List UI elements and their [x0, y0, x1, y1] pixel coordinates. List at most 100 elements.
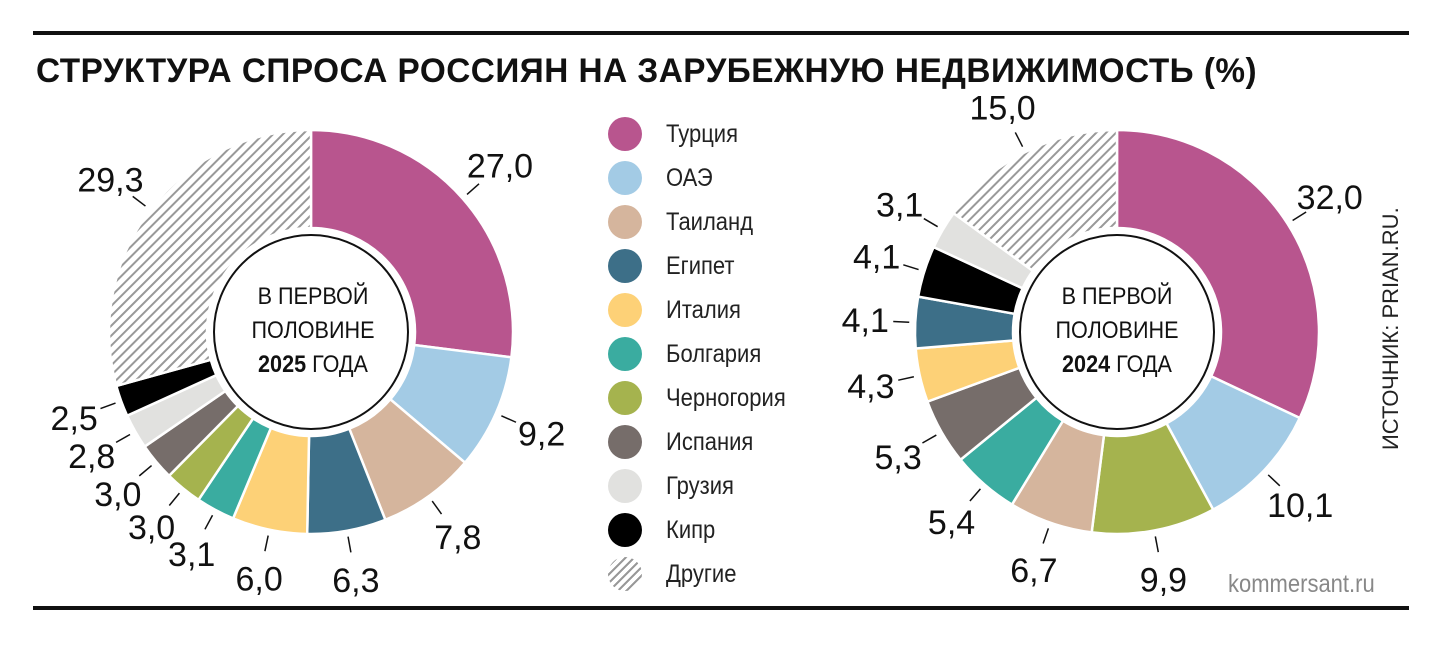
leader-line [431, 500, 443, 515]
legend-item: Италия [608, 288, 802, 332]
value-label: 15,0 [970, 89, 1036, 127]
bottom-rule [33, 606, 1409, 610]
legend-label: Кипр [666, 515, 716, 544]
legend-item: Грузия [608, 464, 802, 508]
leader-line [1292, 211, 1307, 222]
value-label: 3,1 [168, 536, 215, 574]
center-line1: В ПЕРВОЙ [1061, 283, 1173, 310]
legend-swatch [608, 557, 642, 591]
value-label: 3,0 [94, 476, 141, 514]
top-rule [33, 31, 1409, 35]
leader-line [100, 402, 116, 410]
legend-item: Другие [608, 552, 802, 596]
value-label: 5,4 [928, 504, 975, 542]
slice-2024 [1115, 128, 1321, 420]
legend-label: Другие [666, 559, 737, 588]
center-suffix: ГОДА [312, 351, 368, 378]
value-label: 2,8 [68, 438, 115, 476]
center-label-2024: В ПЕРВОЙ ПОЛОВИНЕ 2024 ГОДА [1027, 280, 1207, 382]
value-label: 4,1 [842, 302, 889, 340]
legend-swatch [608, 381, 642, 415]
legend-swatch [608, 513, 642, 547]
value-label: 10,1 [1267, 487, 1333, 525]
legend-label: Египет [666, 251, 735, 280]
center-year: 2025 [258, 351, 307, 378]
leader-line [138, 465, 153, 477]
legend-swatch [608, 469, 642, 503]
leader-line [923, 217, 939, 228]
legend-swatch [608, 293, 642, 327]
leader-line [132, 195, 146, 207]
value-label: 29,3 [77, 161, 143, 199]
value-label: 6,3 [332, 562, 379, 600]
value-label: 2,5 [51, 400, 98, 438]
legend-label: ОАЭ [666, 163, 713, 192]
center-suffix: ГОДА [1116, 351, 1172, 378]
legend-label: Грузия [666, 471, 734, 500]
center-line1: В ПЕРВОЙ [257, 283, 369, 310]
leader-line [1042, 528, 1050, 544]
center-circle [213, 234, 409, 430]
leader-line [501, 415, 517, 423]
leader-line [1267, 474, 1281, 487]
legend-swatch [608, 249, 642, 283]
leader-line [922, 434, 937, 444]
value-label: 4,3 [847, 368, 894, 406]
value-label: 3,0 [128, 509, 175, 547]
value-label: 5,3 [874, 439, 921, 477]
leader-line [1154, 536, 1160, 553]
legend-item: Турция [608, 112, 802, 156]
value-label: 6,7 [1010, 552, 1057, 590]
legend: Турция ОАЭ Таиланд Египет Италия Болгария Черн… [608, 112, 802, 596]
legend-item: Болгария [608, 332, 802, 376]
legend-label: Черногория [666, 383, 786, 412]
center-label-2025: В ПЕРВОЙ ПОЛОВИНЕ 2025 ГОДА [223, 280, 403, 382]
legend-item: Кипр [608, 508, 802, 552]
legend-label: Таиланд [666, 207, 754, 236]
leader-line [898, 376, 915, 381]
slice-2025 [309, 128, 515, 359]
legend-swatch [608, 117, 642, 151]
value-label: 32,0 [1297, 179, 1363, 217]
legend-label: Болгария [666, 339, 762, 368]
legend-item: Испания [608, 420, 802, 464]
leader-line [115, 433, 131, 444]
legend-swatch [608, 425, 642, 459]
leader-line [893, 320, 910, 323]
value-label: 6,0 [235, 561, 282, 599]
value-label: 9,9 [1140, 562, 1187, 600]
value-label: 27,0 [467, 147, 533, 185]
leader-line [1014, 132, 1024, 148]
leader-line [466, 183, 480, 196]
legend-swatch [608, 337, 642, 371]
leader-line [969, 488, 981, 502]
legend-item: ОАЭ [608, 156, 802, 200]
credit: kommersant.ru [1228, 570, 1375, 598]
legend-label: Испания [666, 427, 754, 456]
value-label: 4,1 [853, 238, 900, 276]
legend-item: Черногория [608, 376, 802, 420]
legend-label: Турция [666, 119, 738, 148]
value-label: 3,1 [876, 186, 923, 224]
leader-line [264, 535, 269, 552]
leader-line [204, 514, 214, 530]
legend-swatch [608, 205, 642, 239]
leader-line [168, 492, 181, 506]
source-note: ИСТОЧНИК: PRIAN.RU. [1378, 207, 1403, 450]
legend-swatch [608, 161, 642, 195]
legend-item: Египет [608, 244, 802, 288]
value-label: 7,8 [434, 519, 481, 557]
legend-label: Италия [666, 295, 741, 324]
chart-title: СТРУКТУРА СПРОСА РОССИЯН НА ЗАРУБЕЖНУЮ Н… [36, 52, 1258, 90]
center-line2: ПОЛОВИНЕ [251, 317, 375, 344]
slice-2024 [951, 128, 1119, 273]
value-label: 9,2 [518, 416, 565, 454]
center-year: 2024 [1062, 351, 1111, 378]
center-line2: ПОЛОВИНЕ [1055, 317, 1179, 344]
legend-item: Таиланд [608, 200, 802, 244]
leader-line [347, 536, 352, 553]
slice-2025 [107, 128, 313, 388]
center-circle [1019, 234, 1215, 430]
